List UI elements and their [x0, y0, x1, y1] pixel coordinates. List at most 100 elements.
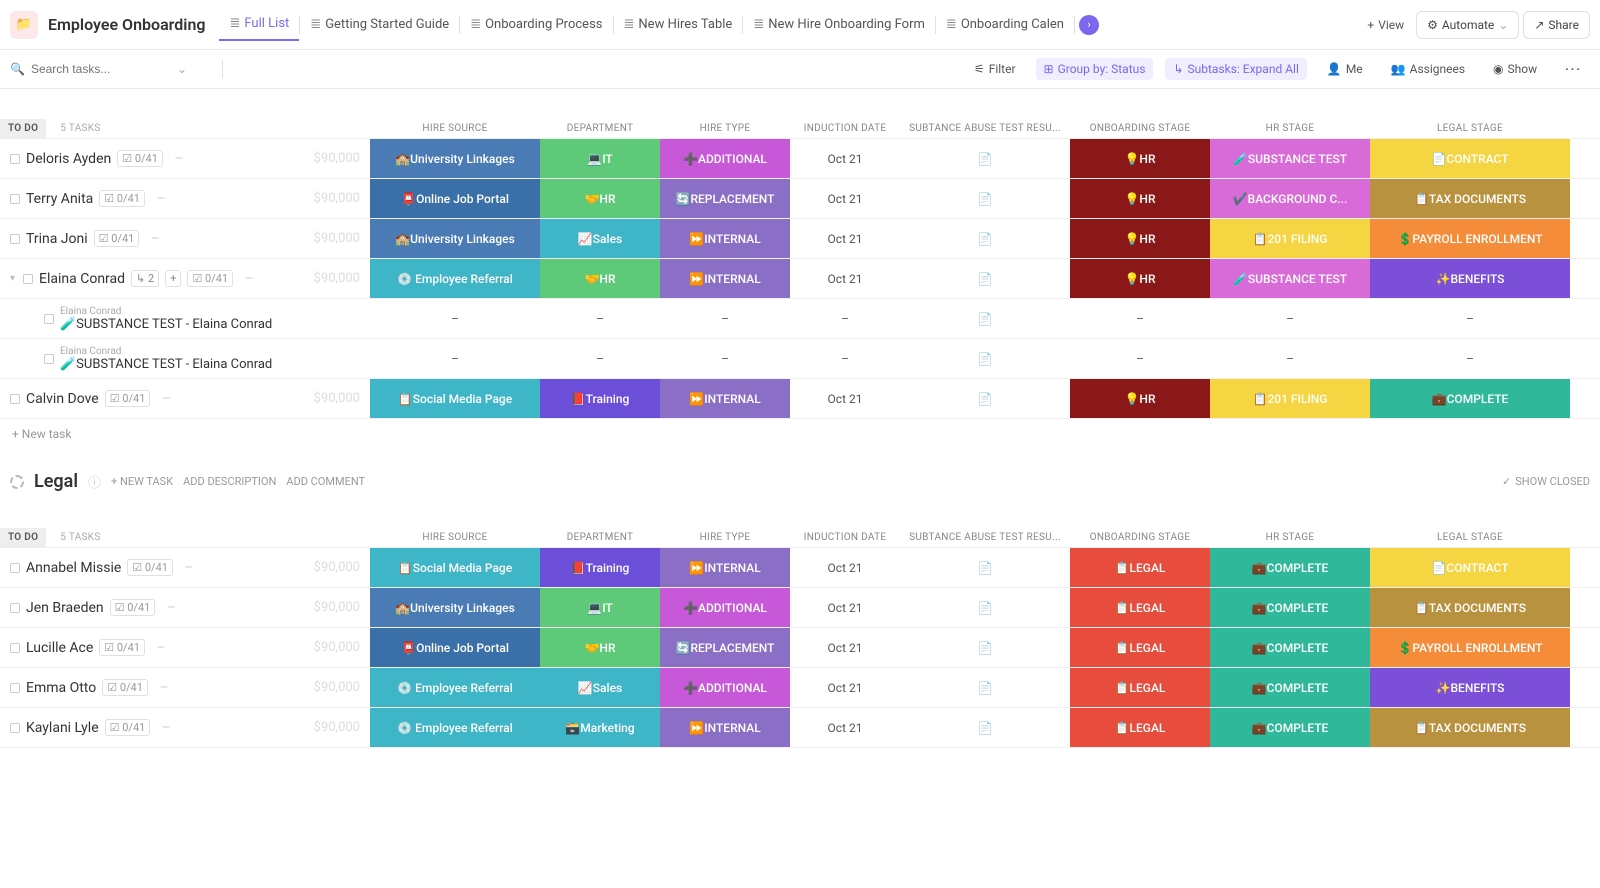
subtask-count-chip[interactable]: ↳ 2 [131, 270, 159, 287]
status-square-icon[interactable] [10, 723, 20, 733]
new-task-button[interactable]: + New task [0, 419, 1600, 449]
department-cell[interactable]: 📈Sales [540, 219, 660, 258]
hire-type-cell[interactable]: ➕ADDITIONAL [660, 139, 790, 178]
onboarding-stage-cell[interactable]: 💡HR [1070, 219, 1210, 258]
assignees-button[interactable]: 👥Assignees [1383, 56, 1473, 82]
col-department[interactable]: DEPARTMENT [540, 532, 660, 543]
col-onboarding-stage[interactable]: ONBOARDING STAGE [1070, 123, 1210, 134]
search-box[interactable]: 🔍 ⌄ [10, 62, 210, 76]
task-name[interactable]: Kaylani Lyle [26, 720, 99, 736]
hr-stage-cell[interactable]: 💼COMPLETE [1210, 668, 1370, 707]
subtask-title[interactable]: 🧪SUBSTANCE TEST - Elaina Conrad [60, 317, 272, 332]
empty-cell[interactable]: – [540, 339, 660, 378]
onboarding-stage-cell[interactable]: 📋LEGAL [1070, 708, 1210, 747]
task-name[interactable]: Elaina Conrad [39, 271, 125, 287]
substance-result-cell[interactable]: 📄 [900, 219, 1070, 258]
status-circle-icon[interactable] [10, 475, 24, 489]
hire-source-cell[interactable]: 📮Online Job Portal [370, 179, 540, 218]
legal-stage-cell[interactable]: ✨BENEFITS [1370, 668, 1570, 707]
hire-type-cell[interactable]: ⏩INTERNAL [660, 219, 790, 258]
info-icon[interactable]: ⓘ [88, 472, 101, 491]
department-cell[interactable]: 🤝HR [540, 628, 660, 667]
substance-result-cell[interactable]: 📄 [900, 299, 1070, 338]
empty-cell[interactable]: – [1210, 339, 1370, 378]
status-square-icon[interactable] [10, 603, 20, 613]
legal-stage-cell[interactable]: 📋TAX DOCUMENTS [1370, 179, 1570, 218]
substance-result-cell[interactable]: 📄 [900, 179, 1070, 218]
task-name[interactable]: Deloris Ayden [26, 151, 111, 167]
substance-result-cell[interactable]: 📄 [900, 339, 1070, 378]
induction-date-cell[interactable]: Oct 21 [790, 179, 900, 218]
status-square-icon[interactable] [10, 643, 20, 653]
induction-date-cell[interactable]: Oct 21 [790, 548, 900, 587]
group-by-button[interactable]: ⊞Group by: Status [1036, 58, 1154, 80]
progress-badge[interactable]: ☑ 0/41 [110, 599, 156, 616]
assignee-placeholder[interactable]: – [151, 191, 171, 207]
col-legal-stage[interactable]: LEGAL STAGE [1370, 123, 1570, 134]
induction-date-cell[interactable]: Oct 21 [790, 139, 900, 178]
task-name-cell[interactable]: Calvin Dove☑ 0/41–$90,000 [0, 379, 370, 418]
department-cell[interactable]: 🤝HR [540, 179, 660, 218]
hire-type-cell[interactable]: ➕ADDITIONAL [660, 588, 790, 627]
status-square-icon[interactable] [10, 683, 20, 693]
induction-date-cell[interactable]: Oct 21 [790, 628, 900, 667]
task-name[interactable]: Emma Otto [26, 680, 96, 696]
assignee-placeholder[interactable]: – [239, 271, 259, 287]
view-tab[interactable]: ≣Onboarding Calen [936, 9, 1074, 40]
status-square-icon[interactable] [44, 314, 54, 324]
hire-source-cell[interactable]: 📮Online Job Portal [370, 628, 540, 667]
task-row[interactable]: Deloris Ayden☑ 0/41–$90,000🏫University L… [0, 139, 1600, 179]
progress-badge[interactable]: ☑ 0/41 [187, 270, 233, 287]
empty-cell[interactable]: – [790, 299, 900, 338]
subtask-name-cell[interactable]: Elaina Conrad🧪SUBSTANCE TEST - Elaina Co… [0, 299, 370, 338]
task-name-cell[interactable]: ▾Elaina Conrad↳ 2+☑ 0/41–$90,000 [0, 259, 370, 298]
col-substance-test[interactable]: SUBTANCE ABUSE TEST RESU... [900, 532, 1070, 543]
task-name[interactable]: Calvin Dove [26, 391, 99, 407]
view-tab[interactable]: ≣New Hires Table [614, 9, 743, 40]
col-substance-test[interactable]: SUBTANCE ABUSE TEST RESU... [900, 123, 1070, 134]
hire-source-cell[interactable]: 📋Social Media Page [370, 379, 540, 418]
group-add-description[interactable]: ADD DESCRIPTION [183, 475, 276, 488]
progress-badge[interactable]: ☑ 0/41 [94, 230, 140, 247]
department-cell[interactable]: 💻IT [540, 139, 660, 178]
department-cell[interactable]: 📕Training [540, 548, 660, 587]
subtask-name-cell[interactable]: Elaina Conrad🧪SUBSTANCE TEST - Elaina Co… [0, 339, 370, 378]
task-name-cell[interactable]: Deloris Ayden☑ 0/41–$90,000 [0, 139, 370, 178]
col-onboarding-stage[interactable]: ONBOARDING STAGE [1070, 532, 1210, 543]
assignee-placeholder[interactable]: – [145, 231, 165, 247]
department-cell[interactable]: 🤝HR [540, 259, 660, 298]
assignee-placeholder[interactable]: – [179, 560, 199, 576]
progress-badge[interactable]: ☑ 0/41 [117, 150, 163, 167]
progress-badge[interactable]: ☑ 0/41 [105, 719, 151, 736]
substance-result-cell[interactable]: 📄 [900, 379, 1070, 418]
hr-stage-cell[interactable]: 💼COMPLETE [1210, 708, 1370, 747]
hr-stage-cell[interactable]: 📋201 FILING [1210, 379, 1370, 418]
expand-caret-icon[interactable]: ▾ [10, 273, 15, 284]
task-name[interactable]: Jen Braeden [26, 600, 104, 616]
onboarding-stage-cell[interactable]: 📋LEGAL [1070, 628, 1210, 667]
task-row[interactable]: Jen Braeden☑ 0/41–$90,000🏫University Lin… [0, 588, 1600, 628]
legal-stage-cell[interactable]: 💼COMPLETE [1370, 379, 1570, 418]
folder-icon[interactable]: 📁 [10, 11, 38, 39]
legal-stage-cell[interactable]: ✨BENEFITS [1370, 259, 1570, 298]
assignee-placeholder[interactable]: – [156, 391, 176, 407]
empty-cell[interactable]: – [540, 299, 660, 338]
empty-cell[interactable]: – [370, 339, 540, 378]
view-tab[interactable]: ≣Onboarding Process [460, 9, 612, 40]
subtask-row[interactable]: Elaina Conrad🧪SUBSTANCE TEST - Elaina Co… [0, 339, 1600, 379]
status-square-icon[interactable] [10, 563, 20, 573]
share-button[interactable]: ↗Share [1523, 11, 1590, 39]
hire-type-cell[interactable]: ⏩INTERNAL [660, 708, 790, 747]
department-cell[interactable]: 💻IT [540, 588, 660, 627]
add-view-button[interactable]: +View [1359, 12, 1412, 38]
task-name-cell[interactable]: Annabel Missie☑ 0/41–$90,000 [0, 548, 370, 587]
induction-date-cell[interactable]: Oct 21 [790, 219, 900, 258]
hr-stage-cell[interactable]: ✔️BACKGROUND C... [1210, 179, 1370, 218]
hr-stage-cell[interactable]: 💼COMPLETE [1210, 628, 1370, 667]
task-row[interactable]: Emma Otto☑ 0/41–$90,000💿 Employee Referr… [0, 668, 1600, 708]
onboarding-stage-cell[interactable]: 💡HR [1070, 259, 1210, 298]
department-cell[interactable]: 📈Sales [540, 668, 660, 707]
empty-cell[interactable]: – [1070, 339, 1210, 378]
hr-stage-cell[interactable]: 💼COMPLETE [1210, 548, 1370, 587]
subtask-title[interactable]: 🧪SUBSTANCE TEST - Elaina Conrad [60, 357, 272, 372]
